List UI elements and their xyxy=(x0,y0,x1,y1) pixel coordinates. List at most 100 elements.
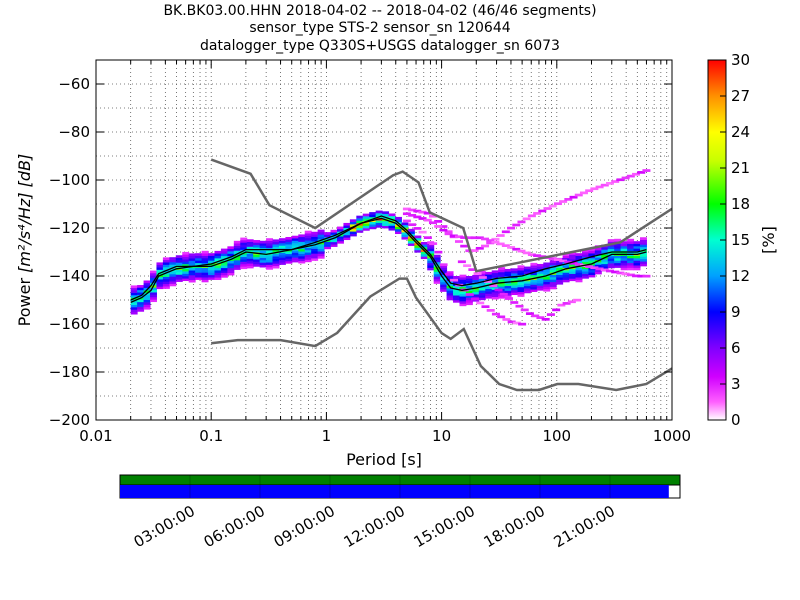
histogram-cell xyxy=(395,219,402,223)
histogram-cell xyxy=(569,256,577,260)
histogram-cell xyxy=(569,268,577,272)
histogram-cell xyxy=(143,285,151,288)
histogram-cell xyxy=(291,259,299,263)
histogram-cell xyxy=(304,240,312,243)
histogram-cell xyxy=(298,248,306,252)
histogram-cell xyxy=(440,289,448,292)
histogram-cell xyxy=(227,253,235,257)
histogram-cell xyxy=(478,283,486,286)
histogram-cell xyxy=(523,271,531,275)
histogram-cell-sparse xyxy=(413,209,422,213)
histogram-cell xyxy=(536,271,544,274)
histogram-cell xyxy=(562,272,570,276)
histogram-cell xyxy=(581,275,589,279)
histogram-cell xyxy=(581,271,589,274)
histogram-cell xyxy=(266,250,274,253)
histogram-cell-sparse xyxy=(525,312,534,315)
histogram-cell xyxy=(407,240,415,244)
histogram-cell xyxy=(330,239,338,243)
histogram-cell xyxy=(459,279,467,283)
histogram-cell xyxy=(298,260,306,264)
histogram-cell xyxy=(324,232,332,235)
histogram-cell xyxy=(401,234,409,238)
histogram-cell xyxy=(253,264,261,267)
histogram-cell-sparse xyxy=(573,298,582,302)
histogram-cell xyxy=(201,274,209,278)
histogram-cell xyxy=(298,234,306,238)
histogram-cell xyxy=(356,230,364,233)
histogram-cell xyxy=(156,262,164,266)
histogram-cell xyxy=(311,255,319,259)
histogram-cell-sparse xyxy=(475,236,484,240)
histogram-cell-sparse xyxy=(408,213,417,217)
histogram-cell xyxy=(478,292,486,296)
histogram-cell xyxy=(246,265,254,269)
histogram-cell xyxy=(259,264,267,268)
histogram-cell xyxy=(607,265,615,269)
histogram-cell xyxy=(530,289,538,292)
histogram-cell xyxy=(259,240,267,244)
histogram-cell xyxy=(594,250,602,253)
histogram-cell xyxy=(601,266,609,269)
histogram-cell-sparse xyxy=(553,202,562,206)
histogram-cell-sparse xyxy=(616,178,625,182)
chart-title-line3: datalogger_type Q330S+USGS datalogger_sn… xyxy=(200,38,560,54)
histogram-cell xyxy=(549,267,557,271)
histogram-cell xyxy=(311,238,319,242)
colorbar-tick-label: 21 xyxy=(731,159,750,177)
histogram-cell xyxy=(543,276,551,280)
histogram-cell-sparse xyxy=(402,219,411,223)
histogram-cell xyxy=(130,311,138,315)
histogram-cell xyxy=(420,251,428,255)
histogram-cell xyxy=(182,271,190,274)
histogram-cell xyxy=(575,260,583,264)
histogram-cell-sparse xyxy=(450,278,459,282)
histogram-cell xyxy=(240,244,248,248)
histogram-cell xyxy=(594,264,602,268)
histogram-cell xyxy=(562,258,570,261)
y-tick-label: −80 xyxy=(58,123,90,141)
histogram-cell xyxy=(150,272,157,276)
histogram-cell xyxy=(208,255,215,259)
histogram-cell xyxy=(562,255,570,259)
histogram-cell xyxy=(491,294,499,298)
histogram-cell xyxy=(143,299,151,303)
histogram-cell xyxy=(453,297,460,301)
histogram-cell-sparse xyxy=(522,217,531,221)
histogram-cell xyxy=(233,264,241,268)
colorbar-tick-label: 6 xyxy=(731,339,741,357)
histogram-cell xyxy=(536,287,544,291)
histogram-cell xyxy=(253,242,261,246)
histogram-cell xyxy=(311,258,319,261)
histogram-cell xyxy=(420,253,428,257)
histogram-cell xyxy=(639,256,647,260)
histogram-cell xyxy=(278,240,286,244)
histogram-cell xyxy=(188,258,196,261)
x-tick-label: 10 xyxy=(432,427,451,445)
histogram-cell xyxy=(569,259,577,262)
histogram-cell xyxy=(227,251,235,254)
histogram-cell xyxy=(556,281,564,285)
histogram-cell-sparse xyxy=(478,276,487,279)
histogram-cell xyxy=(175,272,183,275)
histogram-cell xyxy=(143,294,151,298)
histogram-cell xyxy=(594,262,602,265)
histogram-cell-sparse xyxy=(491,237,500,241)
histogram-cell xyxy=(304,252,312,255)
histogram-cell xyxy=(504,292,512,296)
histogram-cell xyxy=(607,246,615,250)
histogram-cell xyxy=(633,267,641,271)
histogram-cell xyxy=(472,291,480,295)
timeline-tick-label: 21:00:00 xyxy=(551,502,618,551)
histogram-cell xyxy=(536,280,544,284)
histogram-cell xyxy=(440,286,448,290)
histogram-cell xyxy=(201,272,209,276)
timeline-tick-label: 09:00:00 xyxy=(271,502,338,551)
histogram-cell xyxy=(137,287,145,291)
histogram-cell xyxy=(266,259,274,263)
histogram-cell xyxy=(240,263,248,267)
histogram-cell xyxy=(253,259,261,262)
histogram-cell xyxy=(620,246,628,249)
histogram-cell xyxy=(459,291,467,295)
histogram-cell-sparse xyxy=(470,297,479,301)
